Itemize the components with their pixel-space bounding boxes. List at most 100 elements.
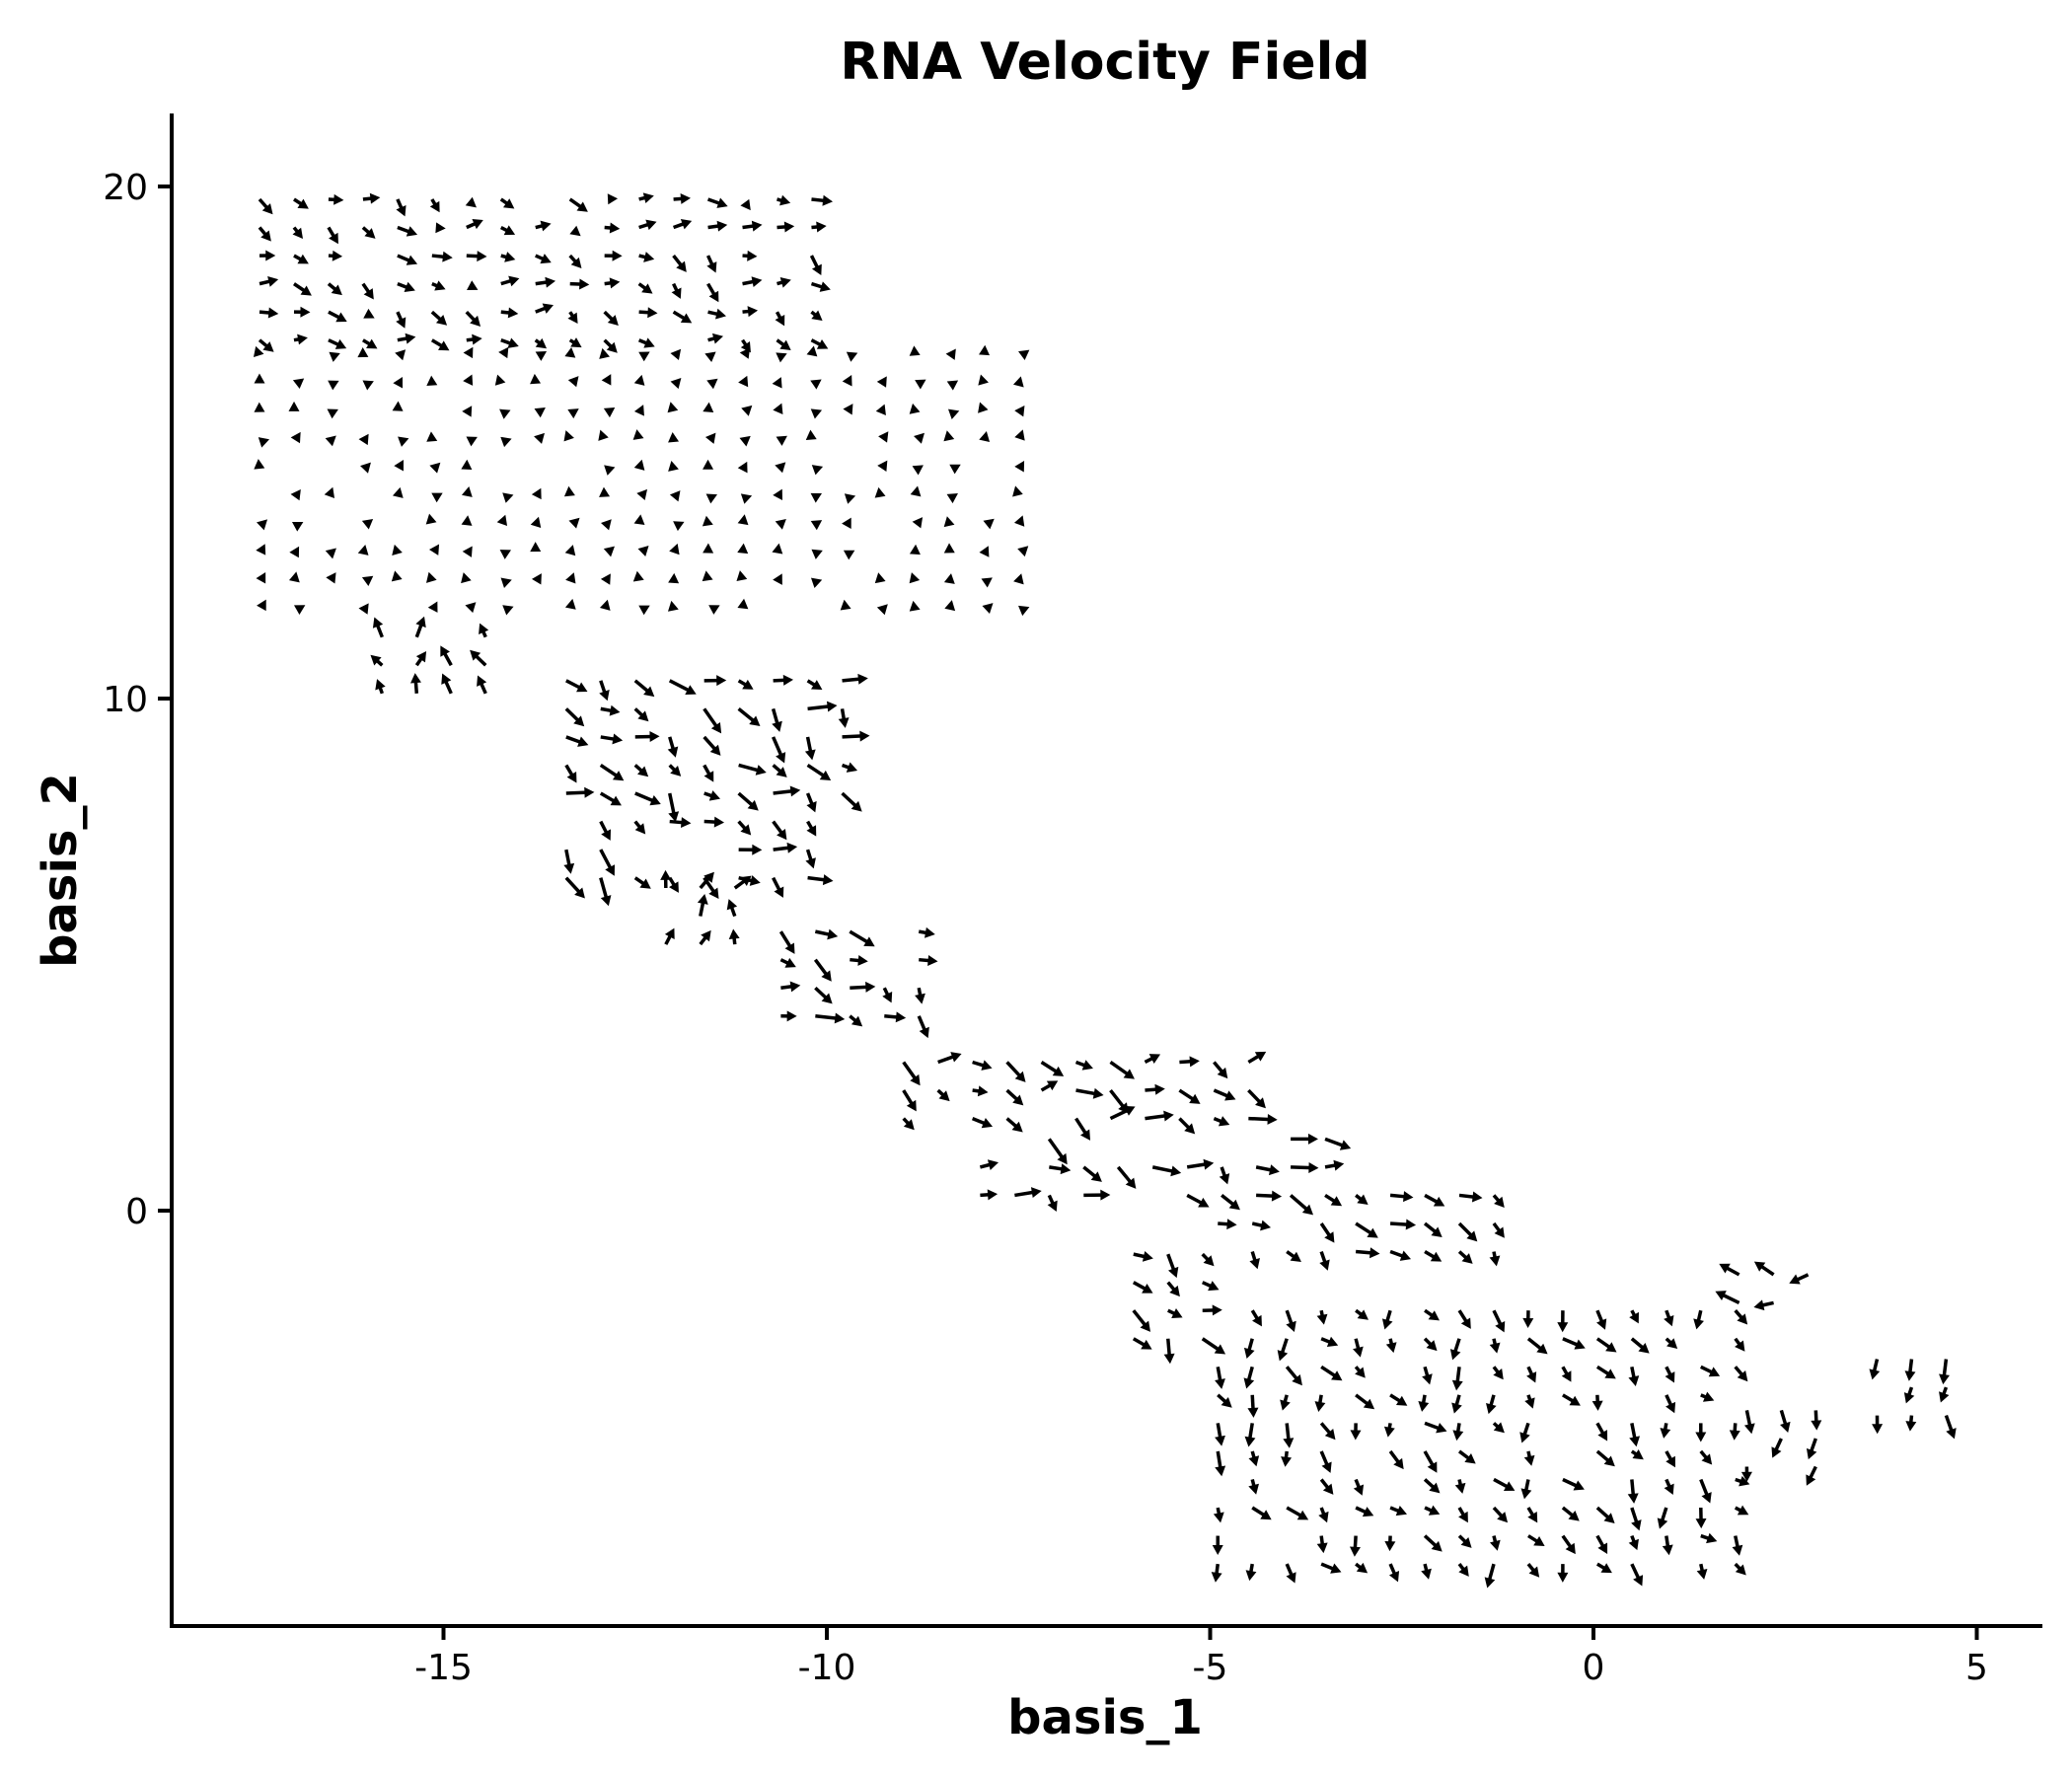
velocity-arrow [737, 543, 749, 555]
velocity-arrow [461, 515, 473, 526]
velocity-arrow [737, 820, 752, 836]
velocity-arrow [1904, 1359, 1916, 1381]
velocity-arrow [1316, 1309, 1328, 1325]
velocity-arrow [467, 280, 479, 290]
velocity-arrow [772, 764, 787, 777]
velocity-arrow [1699, 1449, 1713, 1465]
velocity-arrow [843, 404, 853, 415]
velocity-arrow [773, 674, 793, 686]
velocity-arrow [1389, 1219, 1417, 1230]
velocity-arrow [534, 432, 545, 444]
velocity-arrow [1561, 1534, 1576, 1555]
velocity-arrow [603, 546, 615, 557]
y-tick-label: 10 [103, 680, 148, 720]
velocity-arrow [409, 673, 421, 694]
velocity-arrow [293, 197, 309, 209]
velocity-arrow [703, 707, 722, 734]
velocity-arrow [499, 550, 512, 559]
velocity-arrow [358, 603, 369, 615]
velocity-arrow [726, 899, 738, 918]
velocity-arrow [810, 408, 823, 419]
velocity-arrow [841, 762, 858, 773]
velocity-arrow [707, 308, 726, 320]
velocity-arrow [780, 1010, 797, 1022]
velocity-arrow [564, 876, 585, 899]
velocity-arrow [775, 519, 786, 530]
velocity-arrow [1250, 1309, 1262, 1327]
velocity-arrow [1630, 1449, 1644, 1460]
velocity-arrow [902, 1089, 917, 1112]
velocity-arrow [1283, 1423, 1295, 1448]
velocity-arrow [915, 987, 925, 1004]
velocity-arrow [773, 785, 801, 797]
velocity-arrow [779, 957, 796, 968]
velocity-arrow [843, 550, 855, 560]
velocity-arrow [1324, 1159, 1345, 1171]
velocity-arrow [703, 459, 714, 470]
velocity-arrow [1734, 1366, 1748, 1382]
velocity-arrow [632, 429, 644, 440]
velocity-arrow [1457, 1309, 1471, 1329]
velocity-arrow [607, 193, 619, 205]
velocity-arrow [1243, 1338, 1255, 1360]
velocity-arrow [599, 347, 611, 359]
velocity-arrow [1939, 1359, 1950, 1385]
velocity-arrow [494, 374, 506, 386]
velocity-arrow [1699, 1478, 1712, 1504]
velocity-arrow [806, 764, 832, 781]
velocity-arrow [810, 281, 831, 292]
velocity-arrow [741, 405, 753, 416]
velocity-arrow [393, 377, 404, 389]
velocity-arrow [737, 461, 748, 474]
velocity-arrow [462, 546, 473, 557]
velocity-arrow [563, 485, 575, 497]
velocity-arrow [435, 222, 446, 234]
velocity-arrow [943, 543, 955, 554]
vector-field [253, 192, 1957, 1589]
velocity-arrow [807, 701, 838, 712]
velocity-arrow [1167, 1308, 1183, 1318]
velocity-arrow [441, 673, 453, 695]
velocity-arrow [325, 548, 336, 559]
velocity-arrow [1418, 1394, 1430, 1412]
x-tick-label: -15 [414, 1648, 473, 1688]
velocity-arrow [466, 251, 487, 262]
velocity-arrow [634, 791, 661, 806]
velocity-arrow [1665, 1450, 1675, 1468]
velocity-arrow [1905, 1415, 1917, 1432]
velocity-arrow [1248, 1450, 1260, 1467]
axes: -15 -10 -5 0 5 0 10 20 [103, 113, 2042, 1688]
velocity-arrow [362, 192, 381, 204]
velocity-arrow [1201, 1252, 1215, 1267]
velocity-arrow [775, 462, 786, 474]
velocity-arrow [599, 820, 612, 841]
velocity-arrow [1457, 1534, 1472, 1548]
velocity-arrow [564, 545, 576, 556]
velocity-arrow [1740, 1466, 1752, 1482]
velocity-arrow [1939, 1386, 1950, 1403]
velocity-arrow [1526, 1366, 1537, 1383]
velocity-arrow [599, 791, 622, 806]
velocity-arrow [1109, 1061, 1135, 1079]
velocity-arrow [500, 577, 512, 588]
velocity-arrow [703, 402, 714, 413]
velocity-arrow [1109, 1088, 1129, 1114]
velocity-arrow [1049, 1163, 1072, 1175]
velocity-arrow [500, 436, 512, 448]
velocity-arrow [1354, 1366, 1366, 1378]
velocity-arrow [502, 492, 514, 503]
velocity-arrow [461, 459, 473, 470]
velocity-arrow [814, 928, 839, 940]
velocity-arrow [1486, 1394, 1497, 1415]
velocity-arrow [804, 736, 816, 761]
velocity-arrow [1074, 1060, 1093, 1071]
velocity-arrow [259, 307, 279, 319]
velocity-arrow [1247, 1051, 1267, 1064]
velocity-arrow [1700, 1532, 1718, 1544]
velocity-arrow [810, 492, 822, 503]
velocity-arrow [1132, 1281, 1153, 1294]
velocity-arrow [1285, 1309, 1296, 1333]
velocity-arrow [397, 333, 416, 344]
velocity-arrow [660, 869, 672, 889]
velocity-arrow [669, 490, 681, 502]
